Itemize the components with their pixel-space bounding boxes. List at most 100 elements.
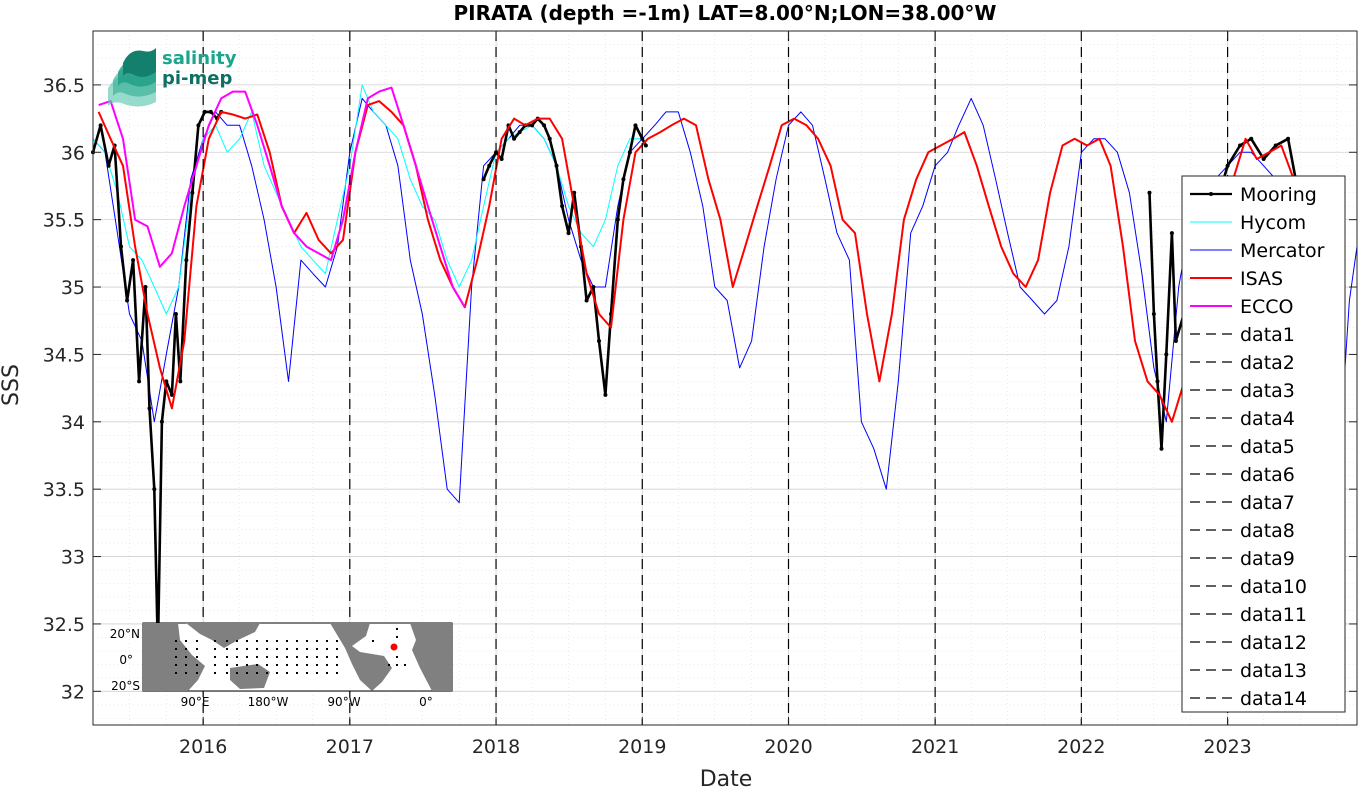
inset-map-mooring-dot bbox=[214, 640, 216, 642]
mooring-legend-label: Mooring bbox=[1240, 184, 1317, 206]
mooring-point bbox=[202, 109, 207, 114]
inset-map-mooring-dot bbox=[286, 656, 288, 658]
mooring-point bbox=[125, 298, 130, 303]
inset-map-mooring-dot bbox=[276, 672, 278, 674]
map-ytick-2: 20°S bbox=[111, 679, 140, 693]
map-xtick-0: 90°E bbox=[181, 695, 210, 709]
mooring-point bbox=[98, 123, 103, 128]
inset-map-mooring-dot bbox=[236, 672, 238, 674]
inset-map-mooring-dot bbox=[286, 664, 288, 666]
inset-map-mooring-dot bbox=[246, 672, 248, 674]
inset-map-mooring-dot bbox=[336, 640, 338, 642]
inset-map-mooring-dot bbox=[326, 672, 328, 674]
inset-map-mooring-dot bbox=[256, 672, 258, 674]
mooring-point bbox=[137, 379, 142, 384]
data4-legend-label: data4 bbox=[1240, 408, 1295, 430]
inset-map-mooring-dot bbox=[226, 664, 228, 666]
inset-map-mooring-dot bbox=[175, 672, 177, 674]
inset-map-mooring-dot bbox=[256, 656, 258, 658]
ecco-series-line bbox=[98, 86, 466, 308]
inset-map-mooring-dot bbox=[266, 664, 268, 666]
inset-map-mooring-dot bbox=[266, 648, 268, 650]
y-tick-label: 33.5 bbox=[43, 479, 85, 501]
inset-map-mooring-dot bbox=[226, 640, 228, 642]
inset-map-mooring-dot bbox=[336, 672, 338, 674]
mooring-point bbox=[566, 231, 571, 236]
mooring-point bbox=[131, 258, 136, 263]
chart-title: PIRATA (depth =-1m) LAT=8.00°N;LON=38.00… bbox=[454, 1, 997, 25]
inset-map-mooring-dot bbox=[306, 648, 308, 650]
inset-map-mooring-dot bbox=[266, 656, 268, 658]
inset-map-mooring-dot bbox=[306, 672, 308, 674]
y-tick-label: 35.5 bbox=[43, 210, 85, 232]
mooring-point bbox=[560, 204, 565, 209]
inset-map-mooring-dot bbox=[404, 664, 406, 666]
y-tick-label: 33 bbox=[61, 547, 85, 569]
inset-map-mooring-dot bbox=[256, 664, 258, 666]
mooring-point bbox=[1249, 136, 1254, 141]
inset-map-mooring-dot bbox=[185, 640, 187, 642]
mooring-point bbox=[517, 130, 522, 135]
map-xtick-2: 90°W bbox=[327, 695, 360, 709]
data8-legend-label: data8 bbox=[1240, 520, 1295, 542]
mooring-point bbox=[152, 487, 157, 492]
mooring-point bbox=[499, 157, 504, 162]
inset-map-moorings bbox=[175, 628, 406, 674]
inset-map-mooring-dot bbox=[196, 640, 198, 642]
mooring-point bbox=[1238, 143, 1243, 148]
inset-map-mooring-dot bbox=[185, 648, 187, 650]
y-tick-label: 32.5 bbox=[43, 614, 85, 636]
plot-area bbox=[93, 31, 1357, 725]
inset-map-mooring-dot bbox=[246, 648, 248, 650]
inset-map-mooring-dot bbox=[175, 640, 177, 642]
y-tick-label: 35 bbox=[61, 277, 85, 299]
mooring-point bbox=[512, 136, 517, 141]
data14-legend-label: data14 bbox=[1240, 688, 1307, 710]
inset-map-mooring-dot bbox=[396, 628, 398, 630]
data7-legend-label: data7 bbox=[1240, 492, 1295, 514]
inset-map-mooring-dot bbox=[326, 648, 328, 650]
inset-map-mooring-dot bbox=[306, 656, 308, 658]
mooring-point bbox=[164, 379, 169, 384]
x-tick-label: 2023 bbox=[1203, 736, 1251, 758]
mooring-point bbox=[643, 143, 648, 148]
inset-map-asia-shape bbox=[186, 623, 260, 648]
inset-map-mooring-dot bbox=[296, 672, 298, 674]
data2-legend-label: data2 bbox=[1240, 352, 1295, 374]
legend: Mooring Hycom Mercator ISAS ECCO data1 data2 da… bbox=[1181, 175, 1346, 713]
map-ytick-1: 0° bbox=[119, 653, 133, 667]
inset-map-mooring-dot bbox=[276, 664, 278, 666]
mooring-point bbox=[597, 338, 602, 343]
mooring-point bbox=[106, 163, 111, 168]
inset-map-mooring-dot bbox=[326, 664, 328, 666]
inset-map-mooring-dot bbox=[306, 664, 308, 666]
inset-map-mooring-dot bbox=[336, 648, 338, 650]
axes-layer: 32 32.5 33 33.5 34 34.5 35 35.5 36 36.5 2016 2017 20… bbox=[43, 30, 1358, 758]
inset-map-mooring-dot bbox=[396, 664, 398, 666]
mooring-point bbox=[196, 123, 201, 128]
inset-map-mooring-dot bbox=[175, 656, 177, 658]
mercator-series-line bbox=[92, 97, 1358, 504]
isas-legend-label: ISAS bbox=[1240, 268, 1283, 290]
inset-map-mooring-dot bbox=[296, 656, 298, 658]
inset-map-station-marker bbox=[390, 643, 398, 651]
inset-map-mooring-dot bbox=[226, 656, 228, 658]
y-tick-label: 36.5 bbox=[43, 75, 85, 97]
inset-map-mooring-dot bbox=[276, 640, 278, 642]
inset-map-mooring-dot bbox=[316, 648, 318, 650]
mooring-point bbox=[603, 392, 608, 397]
inset-map-mooring-dot bbox=[196, 672, 198, 674]
mooring-point bbox=[1273, 143, 1278, 148]
inset-map-mooring-dot bbox=[316, 656, 318, 658]
data13-legend-label: data13 bbox=[1240, 660, 1307, 682]
y-tick-label: 34 bbox=[61, 412, 85, 434]
mooring-point bbox=[1151, 311, 1156, 316]
inset-map-mooring-dot bbox=[296, 640, 298, 642]
data3-legend-label: data3 bbox=[1240, 380, 1295, 402]
mooring-point bbox=[1173, 338, 1178, 343]
inset-map-mooring-dot bbox=[246, 640, 248, 642]
inset-map-mooring-dot bbox=[185, 664, 187, 666]
inset-map-mooring-dot bbox=[336, 664, 338, 666]
inset-map-mooring-dot bbox=[256, 640, 258, 642]
y-axis-label: SSS bbox=[0, 364, 24, 406]
